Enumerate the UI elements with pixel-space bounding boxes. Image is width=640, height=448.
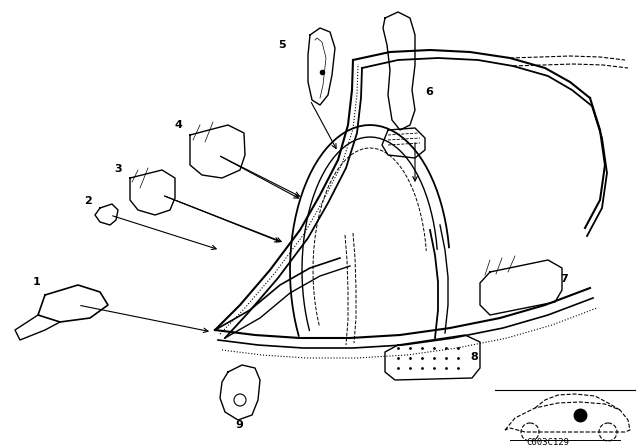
Text: 8: 8 [470, 352, 477, 362]
Text: 6: 6 [425, 87, 433, 97]
Text: 4: 4 [174, 120, 182, 130]
Text: 1: 1 [33, 277, 41, 287]
Text: 2: 2 [84, 196, 92, 206]
Text: C003C129: C003C129 [527, 438, 570, 447]
Text: 3: 3 [114, 164, 122, 174]
Text: 5: 5 [278, 40, 285, 50]
Circle shape [234, 394, 246, 406]
Text: 9: 9 [235, 420, 243, 430]
Text: 7: 7 [560, 274, 568, 284]
